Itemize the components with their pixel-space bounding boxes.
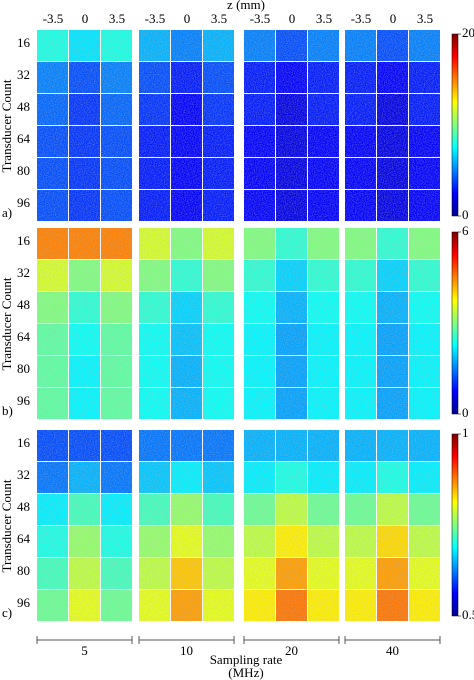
x-tick-label: -3.5 — [145, 11, 166, 26]
colorbar — [451, 231, 459, 415]
colorbar — [451, 33, 459, 217]
y-axis-title: Transducer Count — [0, 79, 14, 172]
x-axis-title: z (mm) — [227, 0, 265, 12]
x-tick-label: 3.5 — [417, 11, 433, 26]
x-tick-label: 3.5 — [211, 11, 227, 26]
colorbar-tick-label: 6 — [462, 223, 469, 238]
speckle-texture — [139, 30, 234, 221]
speckle-texture — [139, 430, 234, 621]
x-tick-label: 0 — [289, 11, 296, 26]
y-tick-label: 64 — [17, 329, 31, 344]
colorbar-tick-label: 20 — [462, 25, 474, 40]
y-axis-title: Transducer Count — [0, 277, 14, 370]
speckle-texture — [139, 228, 234, 419]
colorbar-tick-label: 0.5 — [462, 607, 474, 622]
speckle-texture — [244, 228, 339, 419]
speckle-texture — [345, 228, 440, 419]
speckle-texture — [345, 30, 440, 221]
colorbar-tick-label: 0 — [462, 207, 469, 222]
speckle-texture — [37, 228, 132, 419]
x-tick-label: 0 — [184, 11, 191, 26]
colorbar-tick-label: 0 — [462, 405, 469, 420]
y-tick-label: 16 — [17, 35, 31, 50]
speckle-texture — [244, 30, 339, 221]
y-tick-label: 16 — [17, 435, 31, 450]
speckle-texture — [37, 30, 132, 221]
group-label: 40 — [386, 643, 399, 658]
x-tick-label: 0 — [82, 11, 89, 26]
y-tick-label: 32 — [17, 67, 30, 82]
group-label: 5 — [81, 643, 88, 658]
panel-label: b) — [2, 403, 13, 418]
y-tick-label: 80 — [17, 361, 30, 376]
x-tick-label: -3.5 — [250, 11, 271, 26]
colorbar — [451, 433, 459, 617]
x-tick-label: -3.5 — [43, 11, 64, 26]
panel-label: c) — [2, 605, 12, 620]
group-label: 20 — [285, 643, 298, 658]
y-tick-label: 64 — [17, 531, 31, 546]
speckle-texture — [345, 430, 440, 621]
y-tick-label: 96 — [17, 595, 31, 610]
y-tick-label: 96 — [17, 393, 31, 408]
y-tick-label: 32 — [17, 265, 30, 280]
y-tick-label: 48 — [17, 297, 30, 312]
x-tick-label: -3.5 — [351, 11, 372, 26]
colorbar-tick-label: 1 — [462, 425, 469, 440]
group-axis-unit: (MHz) — [228, 665, 263, 680]
y-tick-label: 48 — [17, 99, 30, 114]
panel-label: a) — [2, 205, 12, 220]
speckle-texture — [244, 430, 339, 621]
speckle-texture — [37, 430, 132, 621]
y-tick-label: 80 — [17, 163, 30, 178]
x-tick-label: 0 — [390, 11, 397, 26]
y-axis-title: Transducer Count — [0, 479, 14, 572]
group-label: 10 — [180, 643, 193, 658]
y-tick-label: 96 — [17, 195, 31, 210]
group-axis-title: Sampling rate — [210, 652, 283, 667]
y-tick-label: 48 — [17, 499, 30, 514]
y-tick-label: 80 — [17, 563, 30, 578]
y-tick-label: 16 — [17, 233, 31, 248]
x-tick-label: 3.5 — [109, 11, 125, 26]
y-tick-label: 64 — [17, 131, 31, 146]
x-tick-label: 3.5 — [316, 11, 332, 26]
y-tick-label: 32 — [17, 467, 30, 482]
